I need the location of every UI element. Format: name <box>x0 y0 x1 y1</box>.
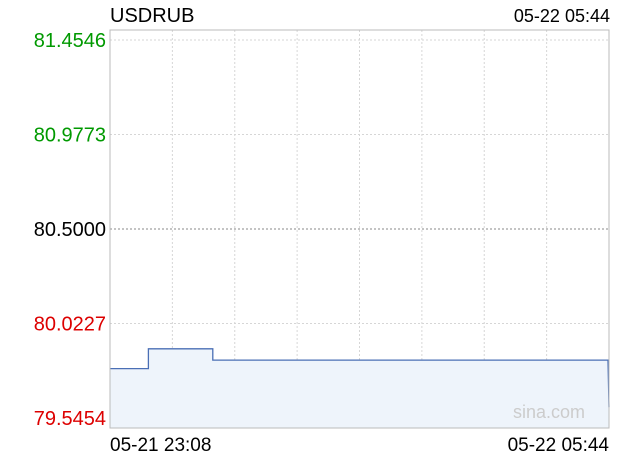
y-tick-label: 81.4546 <box>34 30 106 52</box>
y-tick-label: 80.0227 <box>34 314 106 336</box>
x-tick-label: 05-21 23:08 <box>110 435 211 456</box>
y-tick-label: 80.9773 <box>34 125 106 147</box>
y-tick-label: 80.5000 <box>34 219 106 241</box>
price-line <box>110 348 610 408</box>
timestamp-label: 05-22 05:44 <box>514 6 610 26</box>
x-tick-label: 05-22 05:44 <box>508 435 610 456</box>
y-tick-label: 79.5454 <box>34 408 106 430</box>
x-axis-labels: 05-21 23:08 05-22 05:44 <box>110 435 609 456</box>
watermark: sina.com <box>513 402 585 422</box>
y-axis-labels: 81.4546 80.9773 80.5000 80.0227 79.5454 <box>34 30 106 430</box>
plot-frame <box>109 29 610 429</box>
chart-title: USDRUB <box>110 5 194 27</box>
price-area-fill <box>110 348 609 428</box>
